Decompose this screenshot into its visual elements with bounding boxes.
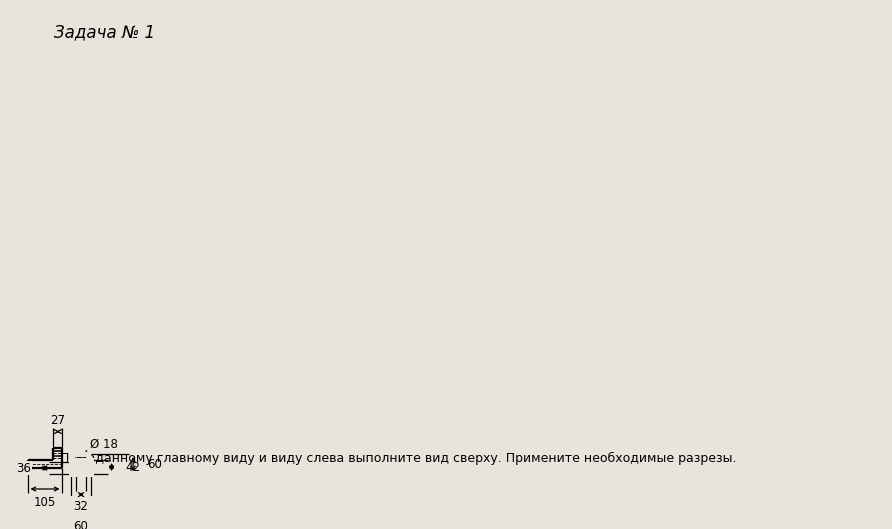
Text: 105: 105: [34, 496, 56, 508]
Text: 60: 60: [147, 458, 162, 470]
Text: Ø 18: Ø 18: [90, 437, 118, 450]
Text: 36: 36: [16, 461, 31, 475]
Text: 42: 42: [126, 461, 141, 473]
Text: 60: 60: [74, 520, 88, 529]
Text: 32: 32: [74, 500, 88, 513]
Text: Задача № 1: Задача № 1: [54, 24, 155, 42]
Text: 27: 27: [51, 414, 65, 427]
Text: По заданному главному виду и виду слева выполните вид сверху. Примените необходи: По заданному главному виду и виду слева …: [61, 452, 737, 464]
